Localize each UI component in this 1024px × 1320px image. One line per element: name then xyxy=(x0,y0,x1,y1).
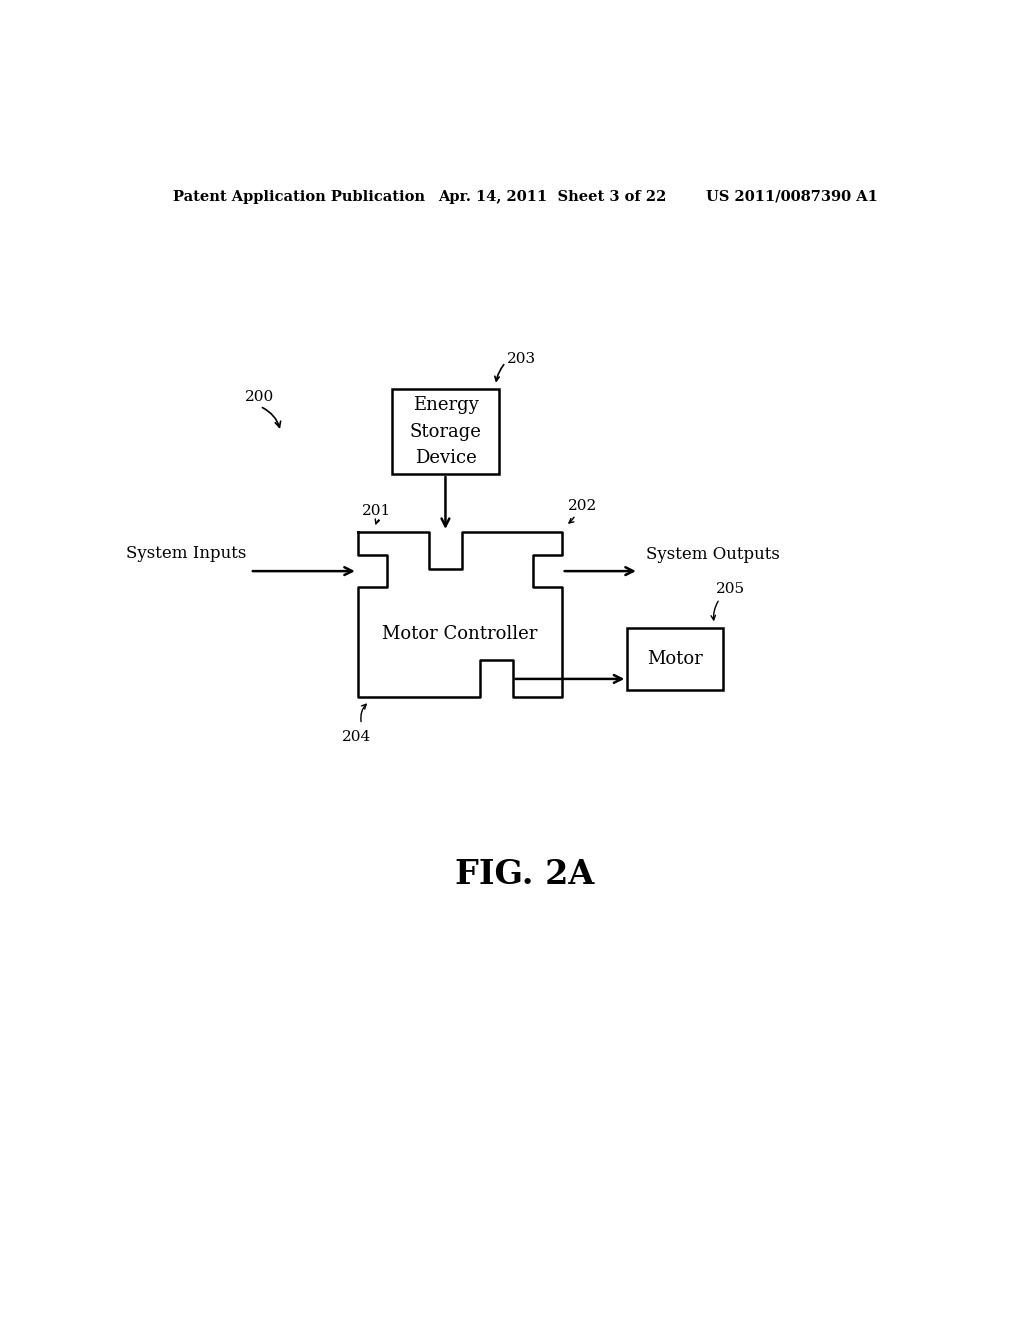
Text: Patent Application Publication: Patent Application Publication xyxy=(173,190,425,203)
Text: System Outputs: System Outputs xyxy=(646,546,780,564)
Text: US 2011/0087390 A1: US 2011/0087390 A1 xyxy=(706,190,878,203)
Text: 201: 201 xyxy=(361,504,391,517)
Polygon shape xyxy=(357,532,562,697)
Bar xyxy=(628,628,724,689)
Text: Energy
Storage
Device: Energy Storage Device xyxy=(410,396,481,467)
Text: 202: 202 xyxy=(568,499,597,512)
Text: 204: 204 xyxy=(342,730,372,743)
Text: System Inputs: System Inputs xyxy=(126,545,246,562)
Text: Motor: Motor xyxy=(647,649,703,668)
Text: 200: 200 xyxy=(245,391,273,404)
Text: Motor Controller: Motor Controller xyxy=(382,626,538,643)
Text: Apr. 14, 2011  Sheet 3 of 22: Apr. 14, 2011 Sheet 3 of 22 xyxy=(438,190,667,203)
Text: 203: 203 xyxy=(507,351,537,366)
Text: 205: 205 xyxy=(716,582,744,595)
Text: FIG. 2A: FIG. 2A xyxy=(456,858,594,891)
Bar xyxy=(391,389,500,474)
